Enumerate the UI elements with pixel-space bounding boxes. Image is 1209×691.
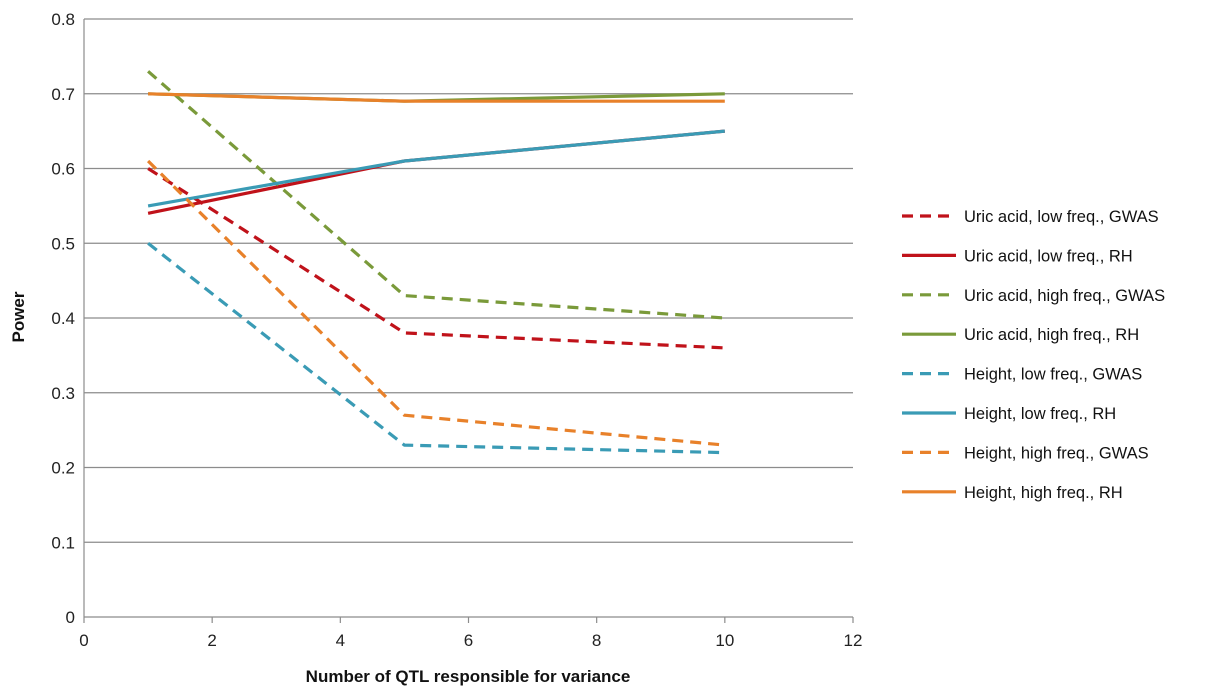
x-tick-labels: 0 2 4 6 8 10 12 xyxy=(79,631,862,650)
y-tick-label: 0.8 xyxy=(51,10,75,29)
x-axis-title: Number of QTL responsible for variance xyxy=(306,667,631,686)
legend-label: Uric acid, high freq., RH xyxy=(964,326,1139,344)
axes xyxy=(83,19,854,623)
x-tick-label: 2 xyxy=(207,631,216,650)
x-tick-label: 10 xyxy=(715,631,734,650)
y-tick-label: 0.6 xyxy=(51,160,75,179)
y-tick-label: 0.7 xyxy=(51,85,75,104)
x-tick-label: 4 xyxy=(336,631,345,650)
x-tick-label: 6 xyxy=(464,631,473,650)
y-tick-label: 0.5 xyxy=(51,234,75,253)
legend-label: Height, high freq., RH xyxy=(964,484,1123,502)
x-tick-label: 12 xyxy=(844,631,863,650)
y-tick-label: 0 xyxy=(66,608,75,627)
y-tick-labels: 0 0.1 0.2 0.3 0.4 0.5 0.6 0.7 0.8 xyxy=(51,10,75,627)
series-line-2 xyxy=(147,129,725,215)
y-axis-title: Power xyxy=(9,291,28,342)
series-lines xyxy=(146,70,725,455)
y-tick-label: 0.2 xyxy=(51,459,75,478)
x-tick-label: 0 xyxy=(79,631,88,650)
legend-label: Height, low freq., GWAS xyxy=(964,366,1142,384)
legend-label: Height, high freq., GWAS xyxy=(964,444,1149,462)
x-tick-label: 8 xyxy=(592,631,601,650)
legend: Uric acid, low freq., GWAS Uric acid, low… xyxy=(902,208,1165,502)
legend-label: Height, low freq., RH xyxy=(964,405,1116,423)
series-line-6 xyxy=(147,129,725,208)
legend-label: Uric acid, low freq., RH xyxy=(964,247,1133,265)
y-tick-label: 0.1 xyxy=(51,533,75,552)
series-line-5 xyxy=(147,242,725,455)
series-line-8 xyxy=(148,92,725,103)
y-tick-label: 0.4 xyxy=(51,309,75,328)
series-line-7 xyxy=(146,159,725,447)
gridlines xyxy=(84,18,853,543)
legend-label: Uric acid, low freq., GWAS xyxy=(964,208,1159,226)
y-tick-label: 0.3 xyxy=(51,384,75,403)
series-line-3 xyxy=(147,70,725,320)
legend-label: Uric acid, high freq., GWAS xyxy=(964,287,1165,305)
